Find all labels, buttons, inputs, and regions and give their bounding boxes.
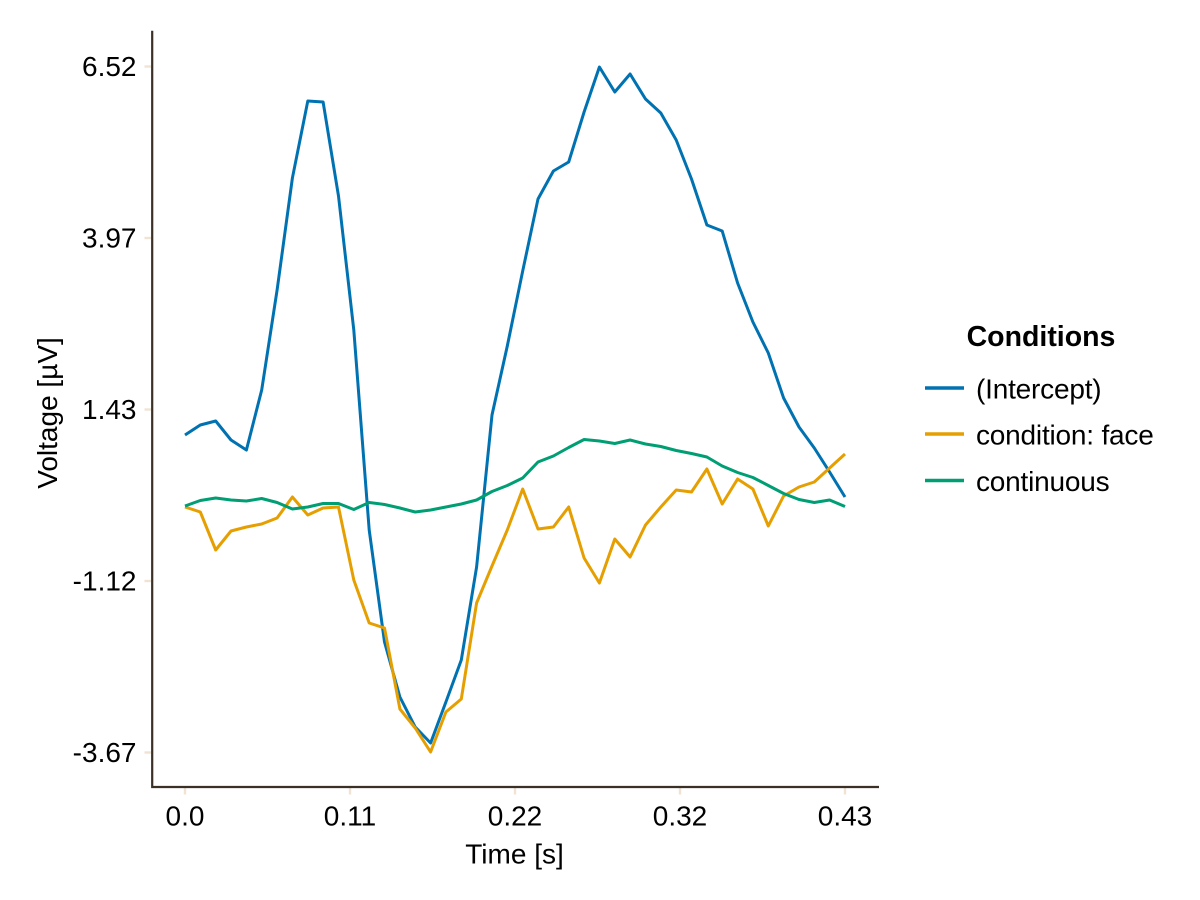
- svg-text:0.32: 0.32: [653, 801, 708, 832]
- svg-text:1.43: 1.43: [82, 394, 137, 425]
- svg-text:0.43: 0.43: [818, 801, 873, 832]
- svg-text:Time [s]: Time [s]: [465, 839, 564, 870]
- svg-text:(Intercept): (Intercept): [976, 374, 1101, 405]
- svg-text:-3.67: -3.67: [73, 737, 137, 768]
- svg-text:continuous: continuous: [976, 466, 1109, 497]
- svg-text:0.11: 0.11: [324, 801, 376, 832]
- svg-text:3.97: 3.97: [82, 222, 137, 253]
- svg-text:condition: face: condition: face: [976, 420, 1154, 451]
- svg-text:6.52: 6.52: [82, 51, 137, 82]
- svg-text:-1.12: -1.12: [73, 565, 137, 596]
- svg-text:0.22: 0.22: [488, 801, 543, 832]
- svg-text:Conditions: Conditions: [967, 321, 1116, 353]
- svg-text:0.0: 0.0: [166, 801, 205, 832]
- svg-text:Voltage [µV]: Voltage [µV]: [32, 337, 63, 489]
